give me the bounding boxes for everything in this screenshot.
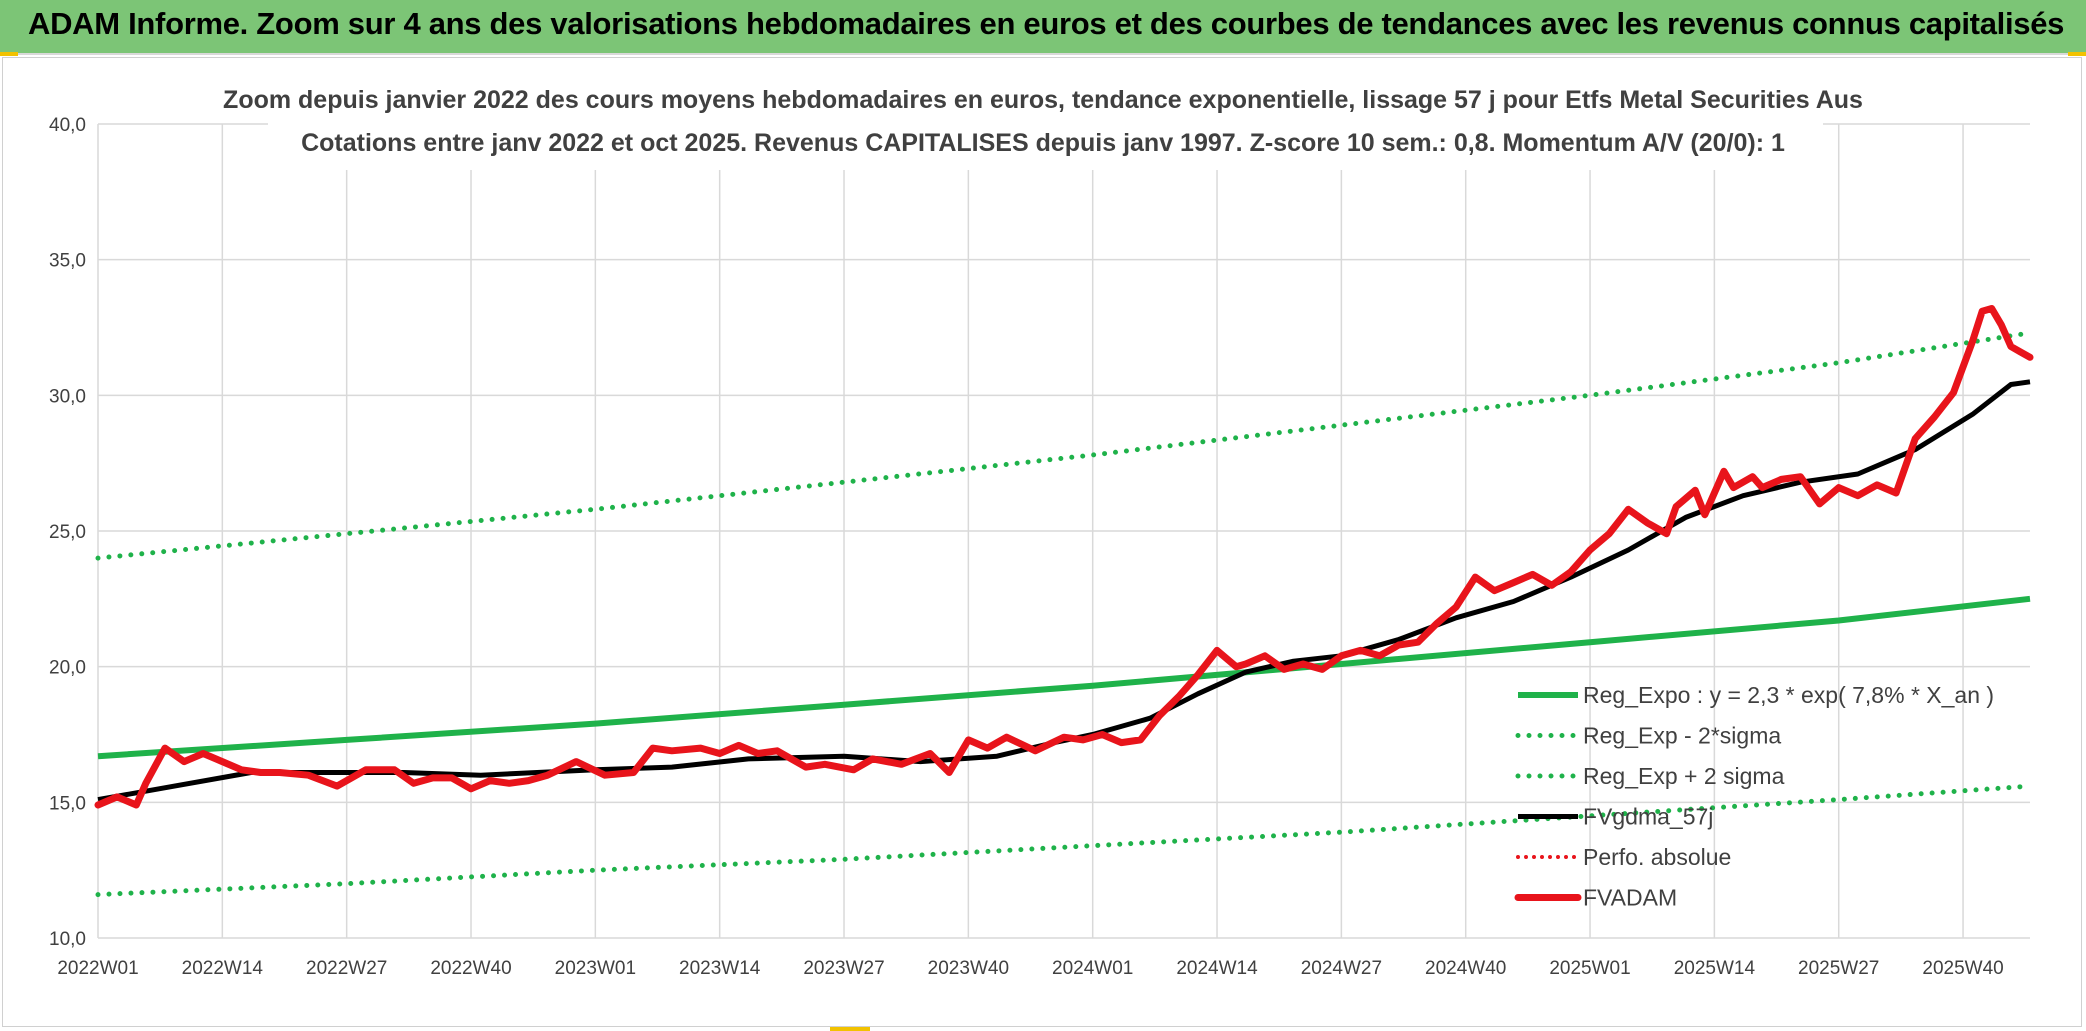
legend-label: Reg_Exp - 2*sigma xyxy=(1583,723,1781,749)
x-tick-label: 2022W01 xyxy=(57,958,138,979)
x-axis: 2022W01 2022W14 2022W27 2022W40 2023W01 2023W… xyxy=(57,958,2003,979)
top-banner: ADAM Informe. Zoom sur 4 ans des valoris… xyxy=(0,0,2086,55)
chart-frame xyxy=(2,57,2082,1027)
legend-label: Perfo. absolue xyxy=(1583,844,1731,870)
y-tick-label: 10,0 xyxy=(49,929,86,950)
y-tick-label: 25,0 xyxy=(49,522,86,543)
x-tick-label: 2022W40 xyxy=(430,958,511,979)
bottom-mark xyxy=(830,1027,870,1031)
legend-label: FVADAM xyxy=(1583,885,1677,911)
x-tick-label: 2023W01 xyxy=(555,958,636,979)
series-group xyxy=(94,305,2034,898)
legend-label: Reg_Exp + 2 sigma xyxy=(1583,763,1785,789)
x-tick-label: 2023W27 xyxy=(803,958,884,979)
y-tick-label: 35,0 xyxy=(49,251,86,272)
x-tick-label: 2025W14 xyxy=(1674,958,1756,979)
x-tick-label: 2024W40 xyxy=(1425,958,1506,979)
chart-title: Zoom depuis janvier 2022 des cours moyen… xyxy=(223,86,1863,114)
series-line-0 xyxy=(97,595,2031,760)
series-line-3 xyxy=(97,379,2031,803)
x-tick-label: 2025W27 xyxy=(1798,958,1879,979)
chart-title-bg xyxy=(268,80,1823,170)
x-tick-label: 2023W14 xyxy=(679,958,761,979)
x-tick-label: 2024W01 xyxy=(1052,958,1133,979)
x-tick-label: 2024W27 xyxy=(1301,958,1382,979)
series-line-5 xyxy=(94,305,2034,809)
y-tick-label: 40,0 xyxy=(49,115,86,136)
legend-label: FVgdma_57j xyxy=(1583,804,1713,830)
x-tick-label: 2023W40 xyxy=(928,958,1009,979)
series-line-2 xyxy=(95,330,2033,561)
legend-label: Reg_Expo : y = 2,3 * exp( 7,8% * X_an ) xyxy=(1583,682,1994,708)
y-tick-label: 30,0 xyxy=(49,386,86,407)
series-line-1 xyxy=(95,783,2033,898)
x-tick-label: 2025W01 xyxy=(1549,958,1630,979)
x-tick-label: 2022W14 xyxy=(182,958,264,979)
corner-mark-left xyxy=(0,52,18,56)
x-tick-label: 2025W40 xyxy=(1922,958,2003,979)
y-axis: 10,0 15,0 20,0 25,0 30,0 35,0 40,0 xyxy=(49,115,86,950)
x-tick-label: 2022W27 xyxy=(306,958,387,979)
chart-subtitle: Cotations entre janv 2022 et oct 2025. R… xyxy=(301,129,1785,157)
y-tick-label: 20,0 xyxy=(49,658,86,679)
y-tick-label: 15,0 xyxy=(49,793,86,814)
legend: Reg_Expo : y = 2,3 * exp( 7,8% * X_an ) R… xyxy=(1514,682,1994,911)
corner-mark-right xyxy=(2068,52,2086,56)
banner-title: ADAM Informe. Zoom sur 4 ans des valoris… xyxy=(28,6,2065,41)
x-tick-label: 2024W14 xyxy=(1176,958,1258,979)
grid-lines xyxy=(97,123,2030,939)
